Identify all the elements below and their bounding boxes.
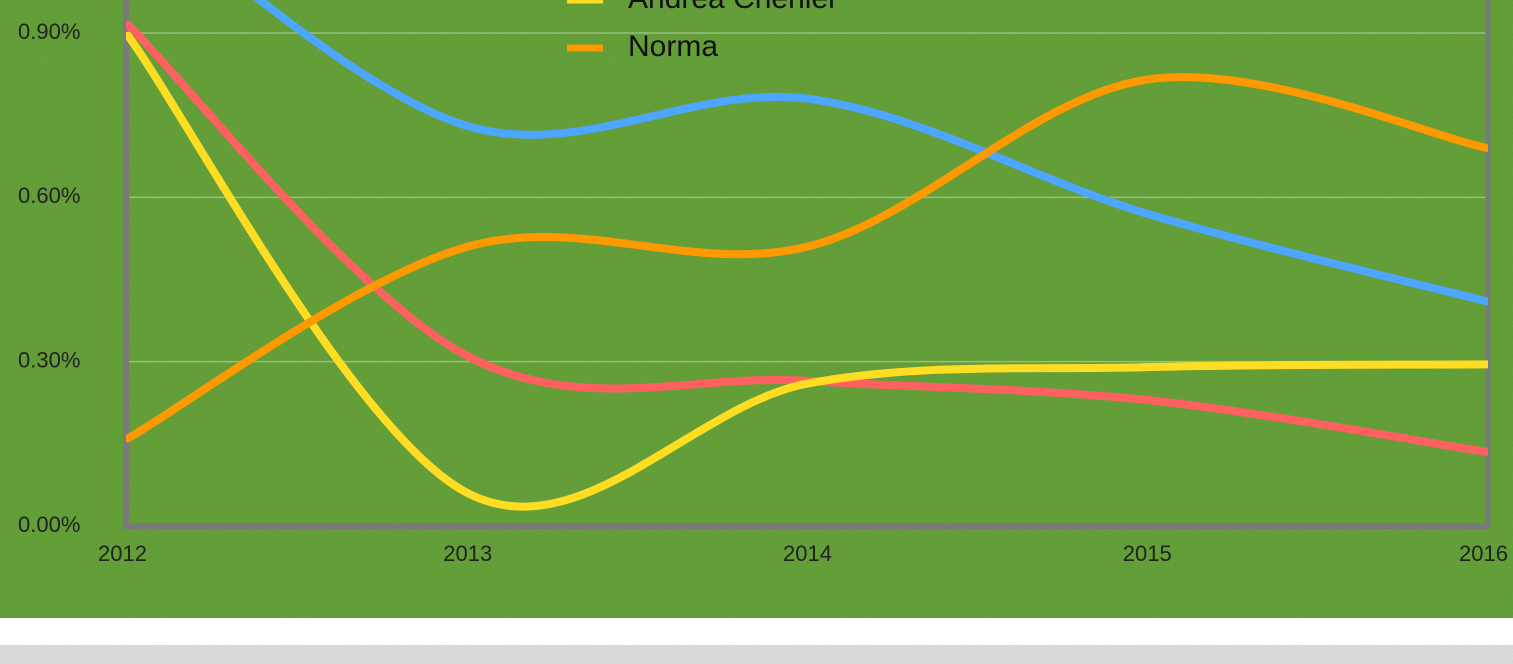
x-tick-label: 2015	[1123, 541, 1172, 566]
lines	[126, 0, 1488, 511]
x-tick-label: 2012	[98, 541, 147, 566]
gap	[0, 618, 1513, 645]
background	[0, 0, 1513, 618]
series-line	[126, 73, 1488, 443]
x-tick-label: 2014	[783, 541, 832, 566]
series-line	[126, 31, 1488, 511]
y-tick-label: 0.00%	[18, 512, 80, 537]
y-tick-label: 0.90%	[18, 19, 80, 44]
series-line	[253, 0, 1488, 306]
x-tick-label: 2013	[443, 541, 492, 566]
bottom-strip	[0, 645, 1513, 664]
series-line	[126, 20, 1488, 457]
y-tick-label: 0.30%	[18, 347, 80, 372]
legend-label: Andrea Chenier	[628, 0, 838, 15]
x-tick-label: 2016	[1459, 541, 1508, 566]
plot-layer: 0.00% 0.30% 0.60% 0.90% 2012 2013 2014 2015 2016…	[18, 0, 1508, 566]
y-tick-label: 0.60%	[18, 183, 80, 208]
legend-label: Norma	[628, 30, 718, 63]
